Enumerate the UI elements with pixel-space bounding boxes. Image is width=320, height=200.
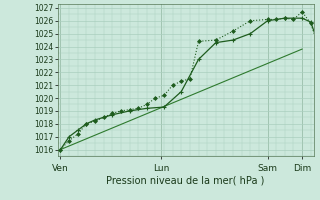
X-axis label: Pression niveau de la mer( hPa ): Pression niveau de la mer( hPa ): [107, 175, 265, 185]
